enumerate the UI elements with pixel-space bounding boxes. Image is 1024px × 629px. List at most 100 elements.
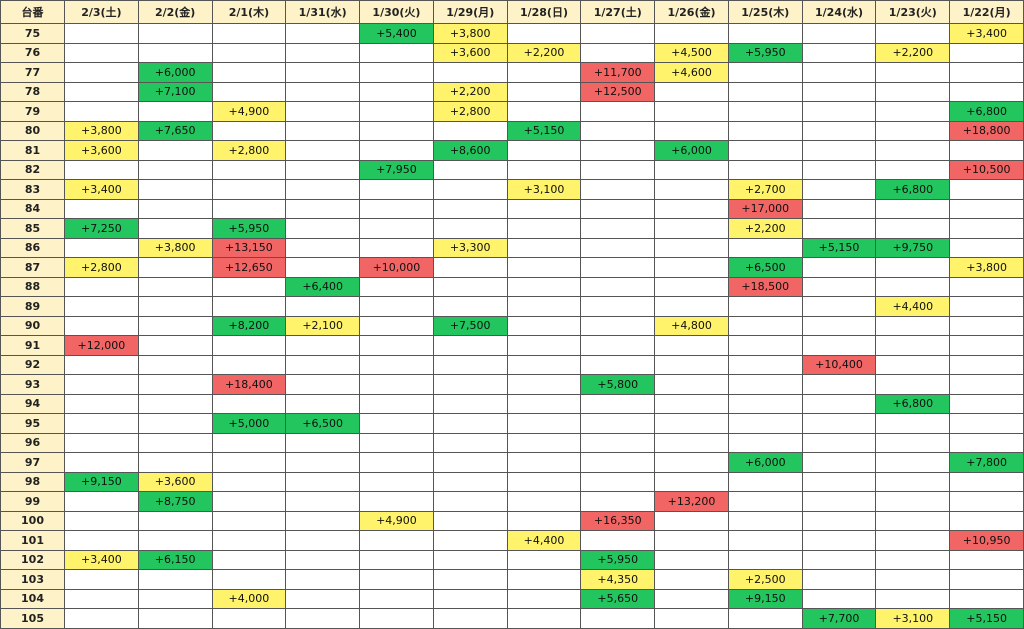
result-cell	[801, 588, 877, 609]
result-cell	[285, 42, 361, 63]
result-cell	[580, 140, 656, 161]
result-cell	[875, 140, 951, 161]
table-row: 88 +6,400 +18,500	[0, 276, 1024, 297]
result-cell: +8,200	[211, 315, 287, 336]
result-cell	[654, 549, 729, 570]
result-cell	[949, 432, 1024, 453]
table-row: 103 +4,350 +2,500	[0, 569, 1024, 590]
result-cell: +5,150	[801, 237, 877, 258]
result-cell	[137, 315, 213, 336]
result-cell	[654, 452, 729, 473]
result-cell	[949, 42, 1024, 63]
result-cell	[211, 510, 287, 531]
date-header: 1/29(月)	[432, 0, 508, 24]
result-cell	[654, 23, 729, 44]
result-cell	[137, 354, 213, 375]
result-cell	[211, 491, 287, 512]
table-row: 85 +7,250 +5,950 +2,200	[0, 218, 1024, 239]
result-cell	[580, 432, 656, 453]
result-cell	[285, 510, 361, 531]
result-cell	[64, 354, 139, 375]
result-cell: +5,800	[580, 374, 656, 395]
result-cell	[137, 23, 213, 44]
result-cell	[654, 471, 729, 492]
result-cell: +18,800	[949, 120, 1024, 141]
result-cell	[211, 608, 287, 629]
date-header: 1/22(月)	[949, 0, 1024, 24]
result-cell	[432, 530, 508, 551]
result-cell	[285, 101, 361, 122]
result-cell	[506, 608, 582, 629]
result-cell: +2,800	[211, 140, 287, 161]
result-cell	[506, 413, 582, 434]
result-cell	[580, 198, 656, 219]
result-cell	[949, 569, 1024, 590]
result-cell	[801, 374, 877, 395]
result-cell	[432, 374, 508, 395]
result-cell	[137, 42, 213, 63]
result-cell	[949, 140, 1024, 161]
table-row: 86 +3,800 +13,150 +3,300 +5,150 +9,750	[0, 237, 1024, 258]
result-cell	[580, 159, 656, 180]
result-cell: +13,200	[654, 491, 729, 512]
result-cell: +5,400	[359, 23, 434, 44]
result-cell: +4,900	[359, 510, 434, 531]
result-cell	[359, 140, 434, 161]
result-cell	[211, 335, 287, 356]
result-cell	[580, 491, 656, 512]
result-cell	[64, 62, 139, 83]
result-cell: +4,800	[654, 315, 729, 336]
result-cell	[137, 218, 213, 239]
result-cell	[654, 257, 729, 278]
header-row: 台番 2/3(土) 2/2(金) 2/1(木) 1/31(水) 1/30(火) 1/29(…	[0, 0, 1024, 24]
result-cell	[580, 296, 656, 317]
result-cell	[580, 23, 656, 44]
result-cell: +3,800	[432, 23, 508, 44]
result-cell	[432, 491, 508, 512]
result-cell: +9,150	[727, 588, 803, 609]
result-cell	[285, 549, 361, 570]
machine-number: 80	[0, 120, 65, 141]
table-row: 98 +9,150 +3,600	[0, 471, 1024, 492]
result-cell	[875, 62, 951, 83]
result-cell	[137, 374, 213, 395]
result-cell: +6,400	[285, 276, 361, 297]
result-cell	[580, 471, 656, 492]
result-cell	[64, 491, 139, 512]
result-cell	[801, 510, 877, 531]
result-cell	[432, 62, 508, 83]
result-cell	[801, 179, 877, 200]
date-header: 1/24(水)	[801, 0, 877, 24]
result-cell: +5,950	[727, 42, 803, 63]
result-cell	[64, 530, 139, 551]
result-cell	[949, 335, 1024, 356]
result-cell	[801, 276, 877, 297]
result-cell	[359, 549, 434, 570]
result-cell	[949, 588, 1024, 609]
result-cell	[801, 198, 877, 219]
result-cell	[727, 101, 803, 122]
result-cell	[432, 471, 508, 492]
result-cell	[211, 159, 287, 180]
machine-number: 84	[0, 198, 65, 219]
machine-number: 91	[0, 335, 65, 356]
result-cell	[949, 198, 1024, 219]
result-cell	[801, 42, 877, 63]
result-cell: +3,600	[64, 140, 139, 161]
date-header: 1/31(水)	[285, 0, 361, 24]
result-cell	[727, 432, 803, 453]
result-cell	[64, 569, 139, 590]
result-cell	[211, 42, 287, 63]
result-cell	[64, 101, 139, 122]
result-cell: +6,000	[727, 452, 803, 473]
result-cell: +5,150	[506, 120, 582, 141]
result-cell	[285, 257, 361, 278]
result-cell	[727, 237, 803, 258]
machine-number: 96	[0, 432, 65, 453]
result-cell	[137, 569, 213, 590]
result-cell	[580, 452, 656, 473]
result-cell	[875, 491, 951, 512]
result-cell	[727, 81, 803, 102]
machine-number: 79	[0, 101, 65, 122]
result-cell	[727, 296, 803, 317]
